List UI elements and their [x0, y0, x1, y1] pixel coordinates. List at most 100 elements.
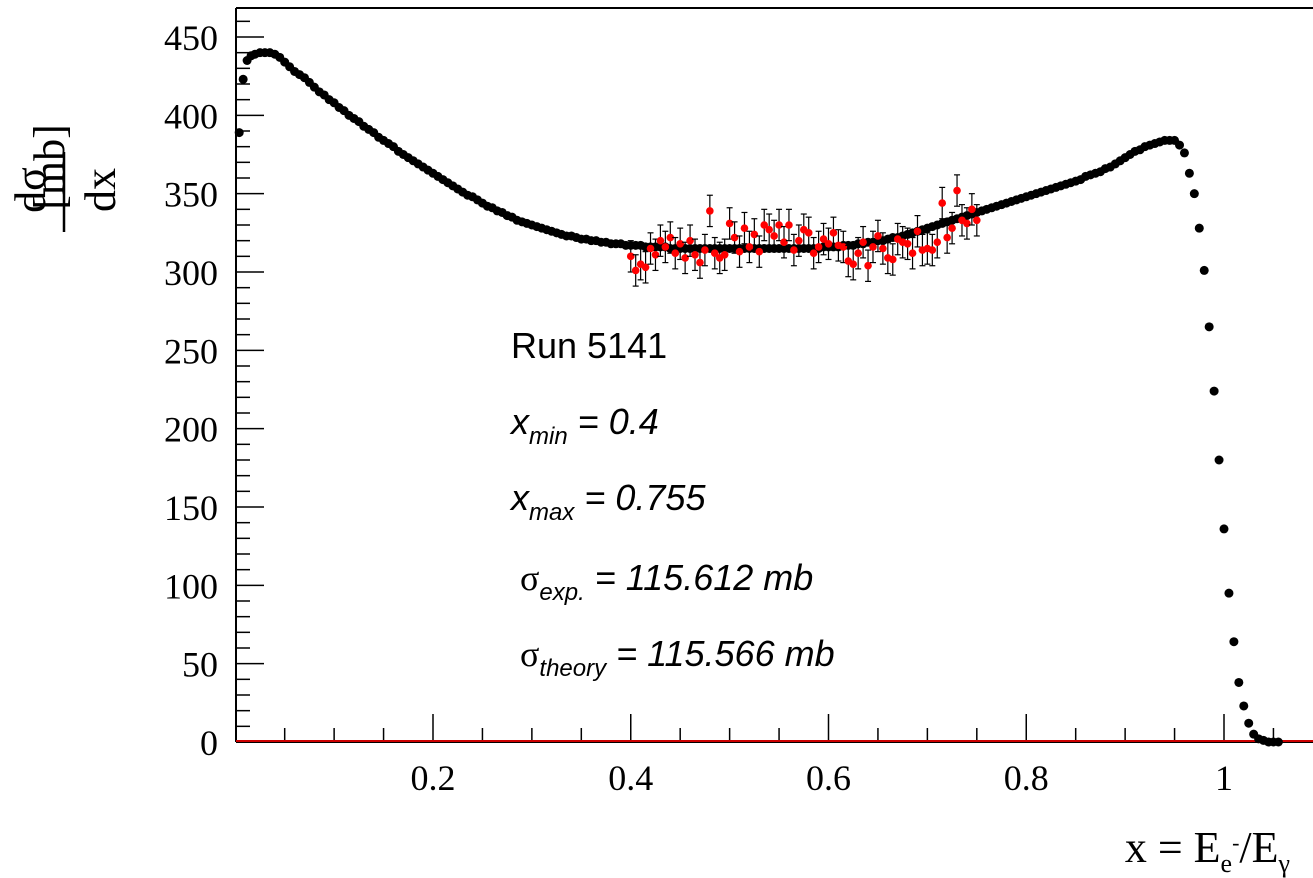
data-point: [1184, 168, 1194, 178]
data-point: [234, 128, 244, 138]
data-point: [626, 252, 635, 261]
xlabel-mid: /E: [1239, 823, 1278, 872]
data-point: [661, 243, 670, 251]
data-point: [849, 260, 858, 268]
xmin-label: xmin = 0.4: [509, 401, 659, 450]
data-point: [725, 219, 734, 228]
y-tick-label: 0: [200, 723, 218, 763]
data-point: [691, 250, 699, 259]
data-point: [760, 221, 769, 229]
data-point: [735, 247, 744, 256]
data-point: [879, 244, 887, 253]
data-point: [968, 205, 976, 214]
data-point: [701, 246, 709, 254]
data-point: [948, 224, 956, 232]
data-point: [804, 229, 813, 237]
xlabel-sub-e: e: [1221, 849, 1233, 878]
run-label: Run 5141: [511, 325, 667, 366]
data-point: [913, 227, 922, 236]
xmax-value: = 0.755: [574, 477, 706, 518]
data-point: [780, 238, 788, 247]
y-tick-label: 250: [164, 331, 218, 371]
data-point: [854, 249, 862, 257]
data-point: [1179, 148, 1189, 158]
y-tick-label: 200: [164, 410, 218, 450]
data-point: [686, 236, 694, 245]
xmax-sym: x: [509, 477, 531, 518]
y-tick-label: 100: [164, 566, 218, 606]
data-point: [1194, 223, 1204, 233]
data-point: [681, 254, 689, 262]
series-full-spectrum: [234, 48, 1283, 747]
data-point: [888, 255, 897, 264]
data-point: [903, 240, 912, 248]
series-selected-range: [626, 174, 981, 287]
x-tick-label: 0.6: [806, 758, 851, 798]
xlabel-base: x = E: [1125, 823, 1221, 872]
data-point: [809, 249, 818, 257]
y-tick-label: 300: [164, 253, 218, 293]
data-point: [938, 199, 947, 207]
x-tick-label: 1: [1215, 758, 1233, 798]
y-axis-title: [mb] dσ dx: [6, 124, 125, 232]
data-point: [750, 230, 759, 239]
data-point: [795, 236, 803, 245]
sigma-theory-sub: theory: [539, 655, 608, 682]
data-point: [869, 243, 877, 251]
data-point: [864, 261, 872, 270]
sigma-exp-sym: σ: [520, 558, 539, 598]
data-point: [1239, 701, 1249, 711]
data-point: [755, 247, 764, 256]
xlabel-sup-minus: -: [1232, 830, 1239, 855]
x-tick-label: 0.2: [411, 758, 456, 798]
data-point: [1244, 718, 1254, 728]
data-point: [730, 233, 739, 242]
data-point: [1199, 265, 1209, 275]
x-tick-label: 0.8: [1004, 758, 1049, 798]
y-tick-label: 350: [164, 175, 218, 215]
ylabel-numerator: dσ: [6, 167, 55, 213]
y-tick-label: 50: [182, 645, 218, 685]
data-point: [859, 238, 867, 247]
data-point: [973, 216, 981, 225]
data-point: [646, 244, 655, 253]
data-point: [740, 224, 749, 232]
data-point: [671, 249, 680, 257]
data-point: [1234, 677, 1244, 687]
data-point: [874, 232, 882, 240]
xlabel-sub-gamma: γ: [1278, 849, 1291, 878]
ylabel-unit: [mb]: [25, 124, 74, 210]
data-point: [933, 238, 942, 247]
data-point: [1209, 386, 1219, 396]
xmin-sub: min: [529, 423, 568, 450]
data-point: [238, 74, 248, 84]
data-point: [908, 249, 917, 257]
data-point: [706, 207, 714, 215]
annotations: Run 5141 xmin = 0.4 xmax = 0.755 σexp. =…: [509, 325, 835, 682]
data-point: [839, 243, 848, 251]
data-point: [928, 246, 937, 254]
data-point: [696, 258, 704, 267]
data-point: [641, 263, 650, 272]
data-point: [720, 250, 729, 259]
data-point: [963, 219, 971, 228]
data-point: [1214, 455, 1224, 465]
data-point: [1219, 524, 1229, 534]
sigma-theory-sym: σ: [520, 634, 539, 674]
data-point: [631, 266, 640, 275]
data-point: [1189, 189, 1199, 199]
x-axis-title: x = Ee-/Eγ: [1125, 823, 1290, 878]
data-point: [765, 225, 773, 234]
data-point: [666, 233, 675, 242]
ylabel-denominator: dx: [76, 168, 125, 212]
y-tick-label: 400: [164, 96, 218, 136]
data-point: [710, 249, 719, 257]
xmax-sub: max: [529, 499, 575, 526]
data-point: [1175, 140, 1185, 150]
sigma-exp-sub: exp.: [539, 579, 584, 606]
data-point: [943, 233, 951, 242]
data-point: [829, 229, 838, 237]
data-point: [953, 186, 961, 195]
x-tick-label: 0.4: [608, 758, 653, 798]
